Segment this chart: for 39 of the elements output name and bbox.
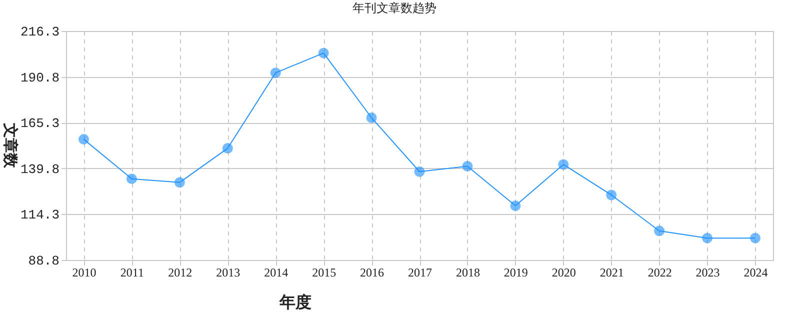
x-tick-label: 2015 — [312, 266, 336, 280]
point — [606, 190, 617, 200]
x-tick-label: 2010 — [72, 266, 96, 280]
y-tick-label: 88.8 — [28, 254, 60, 268]
y-tick-label: 190.8 — [20, 70, 60, 86]
x-tick-label: 2011 — [120, 266, 144, 280]
y-tick-label: 114.3 — [20, 208, 60, 223]
x-tick-label: 2021 — [600, 266, 624, 280]
x-tick-label: 2018 — [456, 266, 480, 280]
point — [654, 226, 665, 236]
x-tick-label: 2014 — [264, 266, 288, 280]
point — [366, 112, 377, 123]
chart-title: 年刊文章数趋势 — [352, 1, 436, 15]
x-tick-label: 2019 — [504, 266, 528, 280]
point — [462, 161, 473, 172]
x-tick-label: 2022 — [648, 266, 672, 280]
point — [750, 232, 760, 244]
point — [270, 68, 281, 78]
x-tick-label: 2017 — [408, 266, 432, 280]
y-tick-label: 165.3 — [20, 116, 60, 132]
y-tick-label: 139.8 — [20, 162, 60, 177]
x-tick-label: 2023 — [696, 266, 720, 280]
x-tick-label: 2012 — [168, 266, 192, 280]
point — [126, 174, 137, 184]
point — [78, 134, 89, 145]
point — [510, 200, 521, 211]
y-tick-label: 216.3 — [20, 24, 60, 40]
x-tick-label: 2024 — [744, 266, 768, 280]
point — [318, 48, 329, 58]
x-tick-label: 2020 — [552, 266, 576, 280]
point — [702, 232, 713, 244]
point — [414, 166, 425, 177]
y-axis-title: 文章数 — [2, 122, 20, 169]
x-tick-label: 2013 — [216, 266, 240, 280]
point — [222, 143, 233, 154]
point — [558, 159, 569, 170]
x-tick-label: 2016 — [360, 266, 384, 280]
x-axis-title: 年度 — [278, 292, 312, 312]
point — [174, 177, 185, 188]
